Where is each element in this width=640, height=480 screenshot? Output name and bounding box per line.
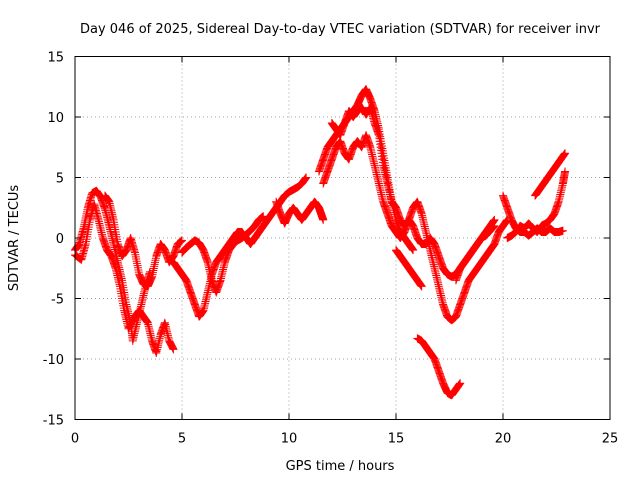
- data-point: [490, 221, 499, 230]
- x-tick-label: 25: [602, 432, 619, 447]
- data-point: [456, 379, 465, 388]
- data-points: [71, 85, 570, 400]
- series-trace-c: [100, 191, 186, 291]
- y-tick-label: 0: [56, 232, 64, 247]
- data-point: [409, 246, 418, 255]
- y-tick-labels: -15 -10 -5 0 5 10 15: [43, 51, 64, 429]
- grid: [75, 56, 610, 420]
- y-tick-label: 5: [56, 172, 64, 187]
- series-trace-o: [531, 149, 570, 200]
- series-trace-e: [178, 212, 268, 297]
- series-trace-b: [71, 200, 178, 357]
- data-point: [169, 345, 178, 354]
- series-trace-n: [503, 167, 570, 242]
- x-tick-label: 10: [281, 432, 298, 447]
- data-point: [417, 282, 426, 291]
- axis-ticks: [74, 56, 611, 420]
- x-tick-labels: 0 5 10 15 20 25: [71, 432, 618, 447]
- series-trace-f: [272, 197, 328, 228]
- y-tick-label: -5: [51, 293, 64, 308]
- y-tick-label: 10: [47, 111, 64, 126]
- series-trace-l: [451, 221, 499, 285]
- y-tick-label: 15: [47, 51, 64, 66]
- y-tick-label: -15: [43, 414, 64, 429]
- x-tick-label: 5: [178, 432, 186, 447]
- data-point: [259, 212, 268, 221]
- series-trace-h: [319, 131, 512, 325]
- x-tick-label: 20: [495, 432, 512, 447]
- data-point: [302, 173, 311, 182]
- x-tick-label: 0: [71, 432, 79, 447]
- y-tick-label: -10: [43, 353, 64, 368]
- data-point: [319, 215, 328, 224]
- series-trace-j: [392, 246, 426, 291]
- series-trace-k: [413, 334, 465, 400]
- data-point: [558, 226, 567, 235]
- x-tick-label: 15: [388, 432, 405, 447]
- x-axis-label: GPS time / hours: [286, 459, 395, 474]
- chart-title: Day 046 of 2025, Sidereal Day-to-day VTE…: [80, 22, 601, 37]
- data-point: [178, 236, 186, 245]
- data-point: [561, 167, 570, 176]
- y-axis-label: SDTVAR / TECUs: [7, 185, 22, 292]
- data-point: [561, 149, 570, 158]
